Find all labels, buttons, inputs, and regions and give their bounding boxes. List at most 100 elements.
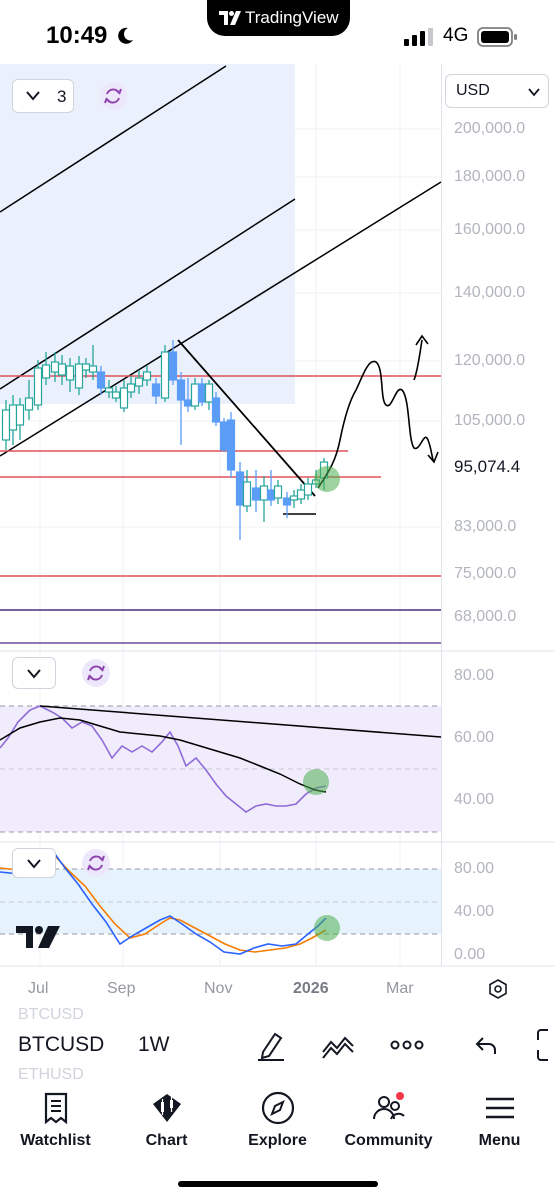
stoch-k-line xyxy=(0,853,327,955)
candle-body xyxy=(151,383,161,397)
home-indicator[interactable] xyxy=(178,1181,378,1187)
sync-icon[interactable] xyxy=(81,658,111,688)
candle-body xyxy=(24,397,34,411)
rsi-label-40: 40.00 xyxy=(454,791,495,808)
price-label-68k: 68,000.0 xyxy=(454,608,517,625)
symbol-ghost-below: ETHUSD xyxy=(18,1066,84,1083)
watchlist-icon xyxy=(44,1092,68,1125)
candle-body xyxy=(204,383,214,403)
moon-icon xyxy=(118,27,133,44)
tradingview-banner[interactable]: TradingView xyxy=(207,0,350,36)
channel-lower-line[interactable] xyxy=(0,181,442,457)
layout-count: 3 xyxy=(57,87,67,106)
battery-icon xyxy=(477,27,517,47)
candle-body xyxy=(15,404,25,426)
candle-body xyxy=(8,404,18,431)
price-chart[interactable] xyxy=(0,64,555,1020)
interval-selector[interactable]: 1W xyxy=(138,1033,170,1056)
tab-menu[interactable]: Menu xyxy=(444,1086,555,1166)
rsi-moving-average xyxy=(0,717,327,793)
candle-body xyxy=(74,363,84,389)
rsi-collapse-button[interactable] xyxy=(12,657,56,689)
candle-body xyxy=(1,409,11,441)
candle-body xyxy=(81,363,91,371)
candle-body xyxy=(160,351,170,399)
price-label-140k: 140,000.0 xyxy=(454,284,526,301)
price-label-160k: 160,000.0 xyxy=(454,221,526,238)
time-label-2026: 2026 xyxy=(293,980,329,997)
candle-body xyxy=(282,497,292,506)
channel-mid-line[interactable] xyxy=(0,198,296,390)
candle-body xyxy=(111,391,121,399)
downtrend-line[interactable] xyxy=(177,339,316,497)
candle-body xyxy=(176,379,186,401)
stoch-label-40: 40.00 xyxy=(454,903,495,920)
candle-body xyxy=(57,363,67,376)
tab-explore[interactable]: Explore xyxy=(222,1086,333,1166)
time-label-mar: Mar xyxy=(386,980,414,997)
projection-path[interactable] xyxy=(317,360,435,489)
projection-arrow-up xyxy=(415,334,429,346)
projection-up-path[interactable] xyxy=(413,339,423,381)
candle-body xyxy=(183,399,193,407)
candle-body xyxy=(211,397,221,423)
chevron-down-icon xyxy=(528,88,540,97)
network-type: 4G xyxy=(443,25,469,46)
candle-body xyxy=(50,361,60,373)
candle-body xyxy=(41,364,51,379)
candle-body xyxy=(266,489,276,501)
currency-label: USD xyxy=(456,82,490,99)
candle-body xyxy=(88,365,98,373)
tab-community[interactable]: Community xyxy=(333,1086,444,1166)
candle-body xyxy=(273,485,283,499)
fullscreen-icon[interactable] xyxy=(536,1028,555,1062)
chart-settings-icon[interactable] xyxy=(487,978,509,1000)
stoch-collapse-button[interactable] xyxy=(12,848,56,878)
tab-watchlist[interactable]: Watchlist xyxy=(0,1086,111,1166)
symbol-selector[interactable]: BTCUSD xyxy=(18,1033,105,1056)
symbol-ghost-above: BTCUSD xyxy=(18,1006,84,1023)
tab-explore-label: Explore xyxy=(248,1132,307,1149)
candle-body xyxy=(242,481,252,507)
tradingview-watermark-icon xyxy=(16,926,60,948)
price-label-75k: 75,000.0 xyxy=(454,565,517,582)
candlesticks xyxy=(1,340,329,540)
projection-arrow-down xyxy=(427,451,439,464)
channel-upper-line[interactable] xyxy=(0,65,227,213)
sync-icon[interactable] xyxy=(98,81,128,111)
rsi-trendline[interactable] xyxy=(39,705,442,738)
sync-icon[interactable] xyxy=(81,848,111,878)
candle-body xyxy=(289,495,299,501)
candle-body xyxy=(33,367,43,406)
candle-body xyxy=(235,471,245,506)
pen-draw-icon[interactable] xyxy=(255,1030,287,1062)
candle-body xyxy=(126,383,136,393)
tradingview-logo-icon xyxy=(219,11,241,25)
tradingview-label: TradingView xyxy=(245,8,339,27)
rsi-label-60: 60.00 xyxy=(454,729,495,746)
price-label-105k: 105,000.0 xyxy=(454,412,526,429)
candle-body xyxy=(251,487,261,501)
indicators-icon[interactable] xyxy=(321,1032,355,1060)
time-label-sep: Sep xyxy=(107,980,136,997)
undo-icon[interactable] xyxy=(474,1034,498,1056)
candle-body xyxy=(104,387,114,393)
signal-highlight-price xyxy=(314,466,340,492)
tab-menu-label: Menu xyxy=(478,1132,521,1149)
layout-collapse-button[interactable]: 3 xyxy=(12,79,74,113)
signal-icon xyxy=(404,28,433,46)
candle-body xyxy=(190,383,200,407)
currency-select[interactable]: USD xyxy=(445,74,549,108)
chevron-down-icon xyxy=(26,91,40,101)
price-label-83k: 83,000.0 xyxy=(454,518,517,535)
price-label-120k: 120,000.0 xyxy=(454,352,526,369)
menu-icon xyxy=(486,1097,514,1119)
signal-highlight-rsi xyxy=(303,769,329,795)
more-icon[interactable] xyxy=(390,1040,424,1050)
status-time: 10:49 xyxy=(46,22,108,49)
candle-body xyxy=(226,419,236,471)
price-label-200k: 200,000.0 xyxy=(454,120,526,137)
bottom-tab-bar: Watchlist Chart Explore Community xyxy=(0,1086,555,1200)
tab-chart[interactable]: Chart xyxy=(111,1086,222,1166)
candle-body xyxy=(219,421,229,451)
